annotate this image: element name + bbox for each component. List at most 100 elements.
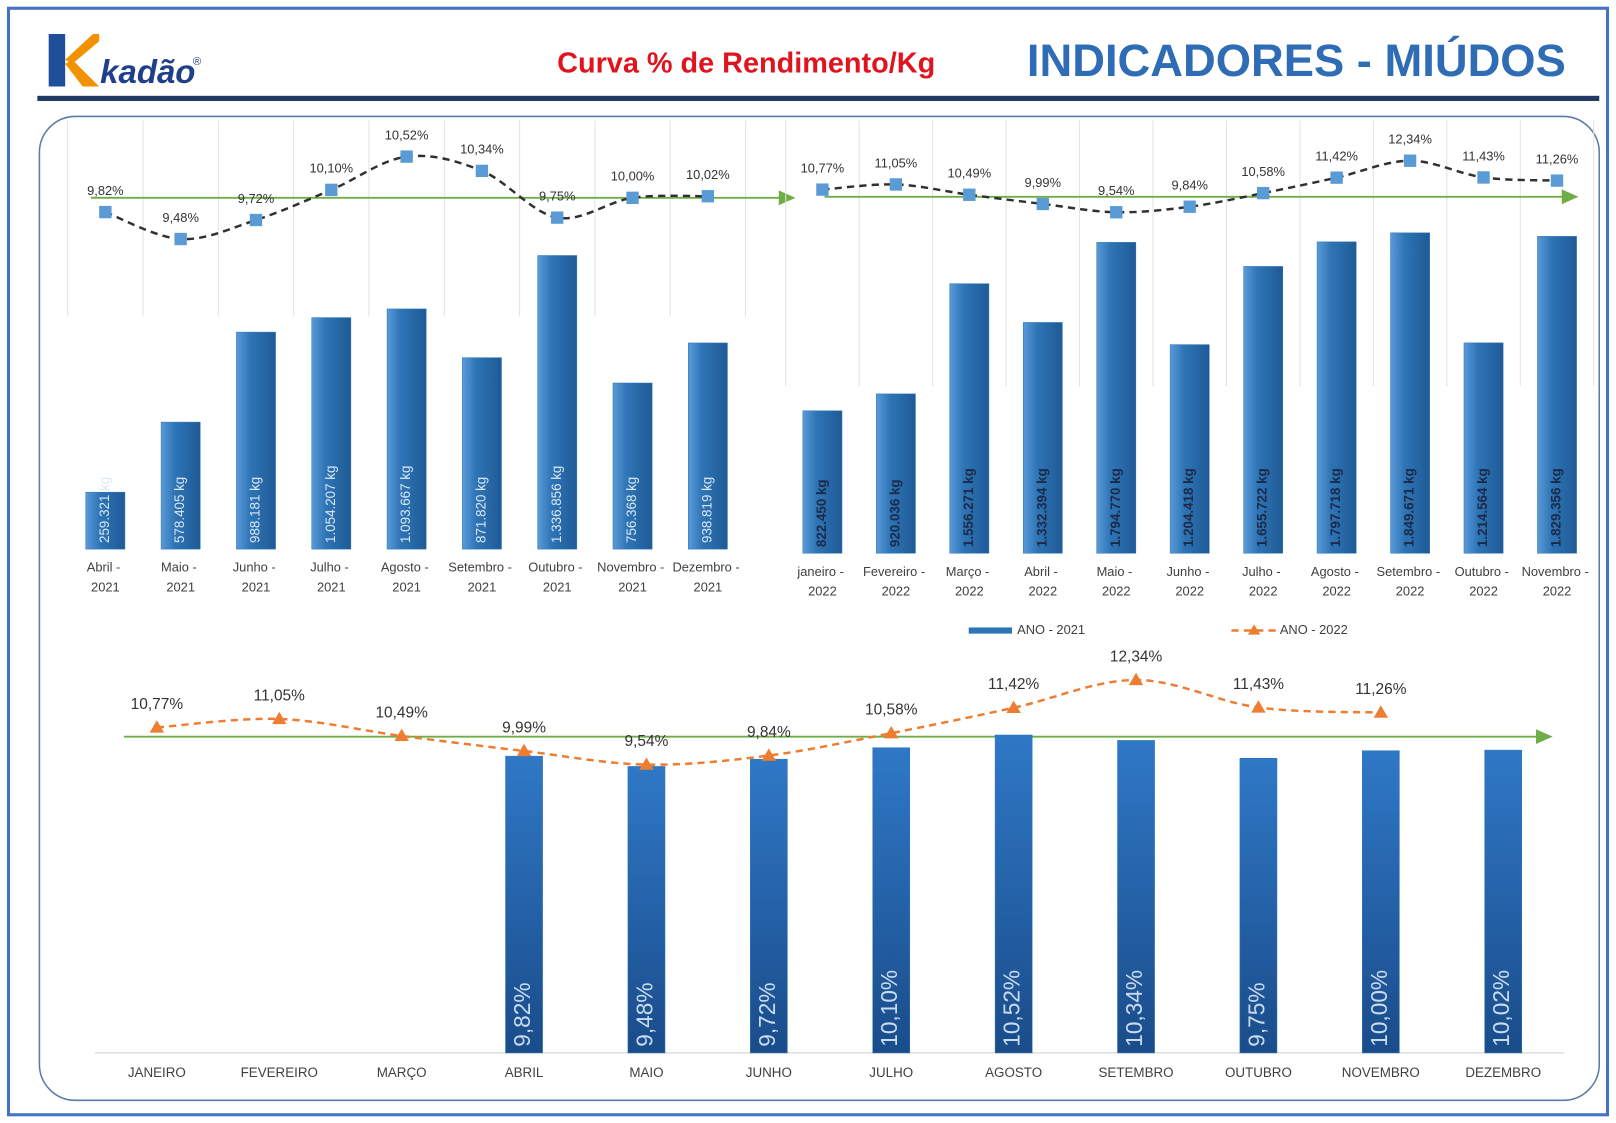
x-tick-label: Maio - 2021: [161, 560, 200, 595]
x-tick-label: SETEMBRO: [1099, 1065, 1174, 1080]
bar-value-label: 756.368 kg: [624, 477, 639, 543]
x-tick-label: Março - 2022: [946, 564, 993, 599]
point-label: 11,05%: [254, 687, 305, 704]
x-tick-label: NOVEMBRO: [1342, 1065, 1420, 1080]
line-marker: [1036, 197, 1049, 211]
point-label: 10,77%: [801, 160, 845, 175]
line-marker: [1183, 200, 1196, 213]
x-tick-label: Maio - 2022: [1097, 564, 1136, 599]
bar-value-label: 10,00%: [1366, 970, 1392, 1047]
line-marker: [816, 183, 829, 196]
bar: [1390, 232, 1430, 554]
x-tick-label: Fevereiro - 2022: [863, 564, 929, 599]
line-marker: [272, 711, 287, 725]
x-tick-label: Junho - 2021: [233, 560, 279, 595]
bar: [1484, 749, 1523, 1054]
x-tick-label: JANEIRO: [128, 1065, 186, 1080]
bar: [1362, 750, 1400, 1054]
x-tick-label: Dezembro - 2021: [672, 560, 743, 595]
x-tick-label: JULHO: [869, 1065, 913, 1080]
line-marker: [174, 232, 187, 246]
page-border: [6, 6, 1610, 1117]
line-marker: [400, 150, 413, 163]
subtitle: Curva % de Rendimento/Kg: [557, 48, 935, 80]
point-label: 10,49%: [948, 166, 992, 181]
point-label: 11,26%: [1536, 151, 1579, 166]
bar: [876, 393, 916, 554]
line-marker: [701, 190, 715, 203]
bar-value-label: 10,34%: [1121, 970, 1147, 1047]
x-tick-label: Outubro - 2022: [1455, 564, 1513, 599]
bar-value-label: 1.794.770 kg: [1108, 468, 1123, 547]
bar: [462, 357, 502, 550]
point-label: 9,84%: [747, 724, 791, 741]
bar-value-label: 1.797.718 kg: [1328, 468, 1343, 547]
line-marker: [99, 205, 112, 219]
line-marker: [639, 757, 654, 770]
x-tick-label: ABRIL: [505, 1065, 544, 1080]
legend-swatch: [1247, 624, 1261, 635]
x-tick-label: Julho - 2022: [1242, 564, 1284, 599]
x-tick-label: Setembro - 2021: [448, 560, 515, 595]
bar-value-label: 1.655.722 kg: [1255, 468, 1270, 547]
line-marker: [1128, 672, 1144, 686]
bar: [872, 747, 911, 1054]
bar: [505, 755, 543, 1054]
point-label: 9,99%: [1025, 175, 1061, 190]
bar-value-label: 871.820 kg: [473, 477, 488, 543]
x-tick-label: janeiro - 2022: [796, 564, 847, 599]
bar: [750, 758, 788, 1054]
title: INDICADORES - MIÚDOS: [1027, 34, 1566, 86]
x-tick-label: FEVEREIRO: [241, 1065, 318, 1080]
line-marker: [325, 183, 338, 197]
point-label: 10,58%: [865, 702, 918, 719]
point-label: 9,54%: [625, 733, 669, 750]
bar-value-label: 1.556.271 kg: [961, 468, 976, 547]
bar-value-label: 938.819 kg: [699, 477, 714, 543]
point-label: 10,58%: [1241, 164, 1285, 179]
bar: [1117, 740, 1155, 1054]
bar-value-label: 1.332.394 kg: [1034, 468, 1049, 547]
line-marker: [551, 211, 564, 224]
line-marker: [1330, 171, 1343, 184]
bar: [802, 410, 843, 554]
point-label: 10,52%: [385, 127, 429, 142]
line-marker: [626, 191, 639, 204]
line-marker: [1256, 186, 1270, 200]
point-label: 9,82%: [87, 183, 123, 198]
x-tick-label: Outubro - 2021: [528, 560, 586, 595]
line-marker: [516, 743, 532, 757]
line-marker: [394, 728, 409, 742]
point-label: 10,34%: [460, 142, 504, 157]
line-marker: [1477, 171, 1490, 184]
bar-value-label: 1.336.856 kg: [549, 466, 564, 543]
point-label: 10,00%: [611, 169, 655, 184]
x-tick-label: MARÇO: [377, 1065, 427, 1080]
bar-value-label: 9,82%: [509, 983, 535, 1047]
bar: [236, 331, 276, 550]
bar-value-label: 1.093.667 kg: [398, 466, 413, 543]
bar-value-label: 9,48%: [631, 983, 657, 1047]
point-label: 11,05%: [875, 155, 918, 170]
line: [156, 678, 1381, 766]
x-tick-label: Agosto - 2021: [381, 560, 432, 595]
point-label: 10,02%: [686, 167, 730, 182]
bar: [1316, 241, 1357, 554]
logo-mark: ®: [193, 56, 202, 68]
bar: [85, 491, 126, 550]
line-marker: [1550, 174, 1564, 187]
line-marker: [1403, 154, 1417, 167]
bar-value-label: 1.054.207 kg: [323, 466, 338, 543]
x-tick-label: AGOSTO: [985, 1065, 1042, 1080]
bar: [994, 734, 1033, 1054]
bar: [627, 766, 666, 1054]
point-label: 9,84%: [1171, 178, 1207, 193]
bar: [949, 283, 990, 554]
bar-value-label: 9,72%: [754, 983, 780, 1047]
bar: [386, 308, 427, 550]
point-label: 10,77%: [131, 696, 184, 713]
bar: [160, 421, 201, 550]
line-marker: [149, 720, 165, 733]
